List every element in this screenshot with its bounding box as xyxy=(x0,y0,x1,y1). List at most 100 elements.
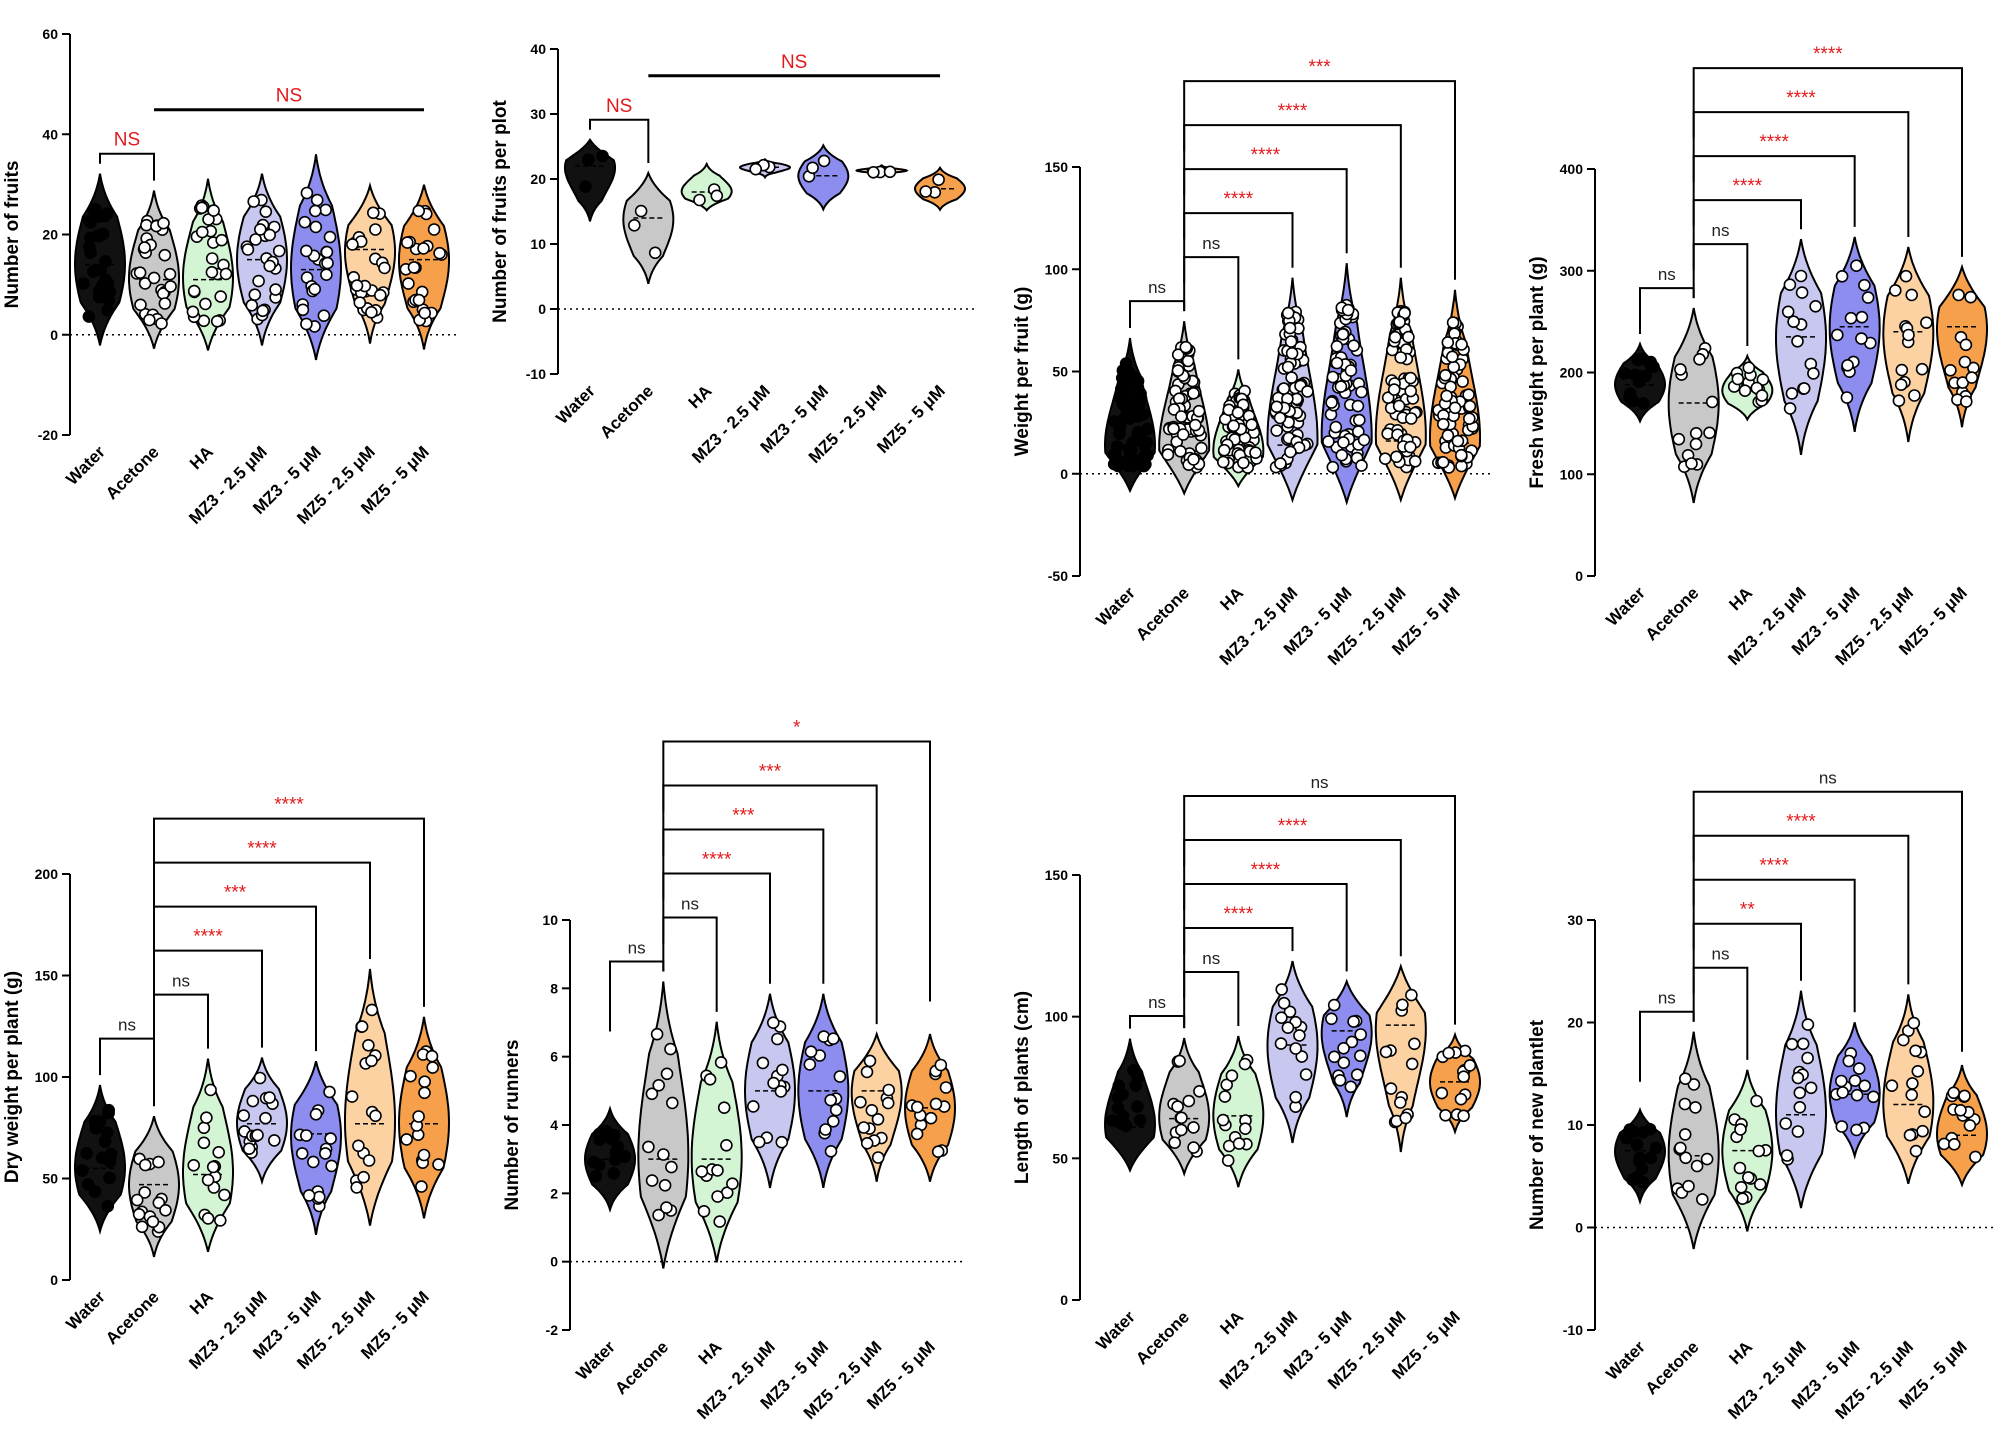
data-point xyxy=(587,1155,600,1169)
y-axis-label: Number of runners xyxy=(502,1039,523,1210)
data-point xyxy=(1281,360,1295,374)
data-point xyxy=(1437,417,1450,431)
data-point xyxy=(604,1132,618,1146)
data-point xyxy=(88,1185,102,1198)
data-point xyxy=(1283,1005,1297,1019)
significance-label: NS xyxy=(781,52,807,73)
comparison-bracket xyxy=(99,1037,155,1107)
data-point xyxy=(378,261,391,275)
significance-label: ns xyxy=(1148,278,1166,297)
data-point xyxy=(1674,363,1687,376)
comparison-bracket xyxy=(1183,927,1294,999)
significance-label: **** xyxy=(1813,44,1843,65)
data-point xyxy=(1404,384,1417,398)
data-point xyxy=(1909,1144,1923,1158)
data-point xyxy=(1171,348,1185,362)
y-tick-label: 150 xyxy=(35,968,59,984)
data-point xyxy=(1270,424,1283,437)
data-point xyxy=(373,288,387,302)
data-point xyxy=(1216,1113,1230,1127)
data-point xyxy=(710,189,724,203)
data-point xyxy=(132,1208,146,1221)
category-label-acetone: Acetone xyxy=(1132,1307,1193,1368)
data-point xyxy=(860,1137,874,1150)
data-point xyxy=(1284,445,1297,459)
data-point xyxy=(1396,998,1409,1012)
data-point xyxy=(826,1115,840,1128)
data-point xyxy=(1106,1114,1119,1127)
data-point xyxy=(804,1045,818,1058)
y-tick-label: 0 xyxy=(50,1272,58,1288)
data-point xyxy=(660,1201,673,1214)
y-tick-label: 10 xyxy=(542,912,558,928)
data-point xyxy=(833,1070,847,1083)
comparison-bracket xyxy=(153,905,317,1052)
data-point xyxy=(362,1154,376,1167)
data-point xyxy=(320,268,333,282)
data-point xyxy=(400,236,414,249)
data-point xyxy=(206,1160,220,1174)
data-point xyxy=(295,1147,309,1160)
significance-label: ns xyxy=(118,1016,136,1035)
y-axis-label: Number of fruits xyxy=(2,161,23,309)
data-point xyxy=(1192,404,1206,418)
data-point xyxy=(1195,441,1208,455)
data-point xyxy=(1281,306,1295,320)
data-point xyxy=(1840,391,1854,404)
data-point xyxy=(1783,402,1797,415)
data-point xyxy=(1700,1152,1714,1166)
violin-mz3-5-um xyxy=(797,993,850,1189)
data-point xyxy=(867,166,880,179)
data-point xyxy=(767,1076,780,1090)
data-point xyxy=(83,214,96,228)
comparison-bracket xyxy=(609,960,665,1032)
data-point xyxy=(1791,1071,1805,1085)
significance-label: **** xyxy=(1759,856,1789,877)
comparison-bracket xyxy=(153,949,263,1048)
data-point xyxy=(1631,353,1645,367)
data-point xyxy=(96,278,109,292)
data-point xyxy=(1633,1155,1646,1168)
data-point xyxy=(826,1032,840,1045)
data-point xyxy=(402,277,415,290)
data-point xyxy=(1796,1037,1810,1051)
data-point xyxy=(1734,1123,1747,1136)
significance-label: ns xyxy=(1712,221,1730,240)
data-point xyxy=(94,263,108,277)
data-point xyxy=(1678,1128,1692,1141)
data-point xyxy=(242,1142,256,1155)
data-point xyxy=(1270,400,1283,414)
comparison-bracket xyxy=(1183,795,1456,1025)
data-point xyxy=(1630,1138,1644,1151)
data-point xyxy=(1328,1050,1341,1064)
y-axis-label: Dry weight per plant (g) xyxy=(2,971,23,1183)
data-point xyxy=(695,1165,709,1178)
data-point xyxy=(365,1003,379,1017)
data-point xyxy=(1756,373,1770,386)
comparison-bracket xyxy=(1692,243,1749,347)
data-point xyxy=(1804,1081,1818,1095)
data-point xyxy=(1439,368,1452,382)
y-tick-label: 4 xyxy=(550,1117,558,1133)
data-point xyxy=(883,165,897,179)
data-point xyxy=(1329,420,1343,434)
data-point xyxy=(1850,259,1863,273)
data-point xyxy=(135,1220,149,1234)
data-point xyxy=(1404,440,1417,454)
data-point xyxy=(1835,1120,1849,1133)
y-tick-label: 0 xyxy=(1575,568,1583,584)
data-point xyxy=(1783,278,1797,292)
data-point xyxy=(1909,1044,1922,1058)
comparison-bracket xyxy=(662,784,878,1025)
data-point xyxy=(1915,362,1929,376)
comparison-bracket xyxy=(99,152,155,181)
data-point xyxy=(1446,350,1459,364)
data-point xyxy=(1889,284,1902,297)
data-point xyxy=(1182,1094,1196,1108)
significance-label: ns xyxy=(1819,769,1837,788)
data-point xyxy=(1345,1035,1359,1049)
data-point xyxy=(1325,396,1338,409)
data-point xyxy=(308,282,322,296)
data-point xyxy=(1171,1100,1184,1113)
data-point xyxy=(357,1170,370,1184)
